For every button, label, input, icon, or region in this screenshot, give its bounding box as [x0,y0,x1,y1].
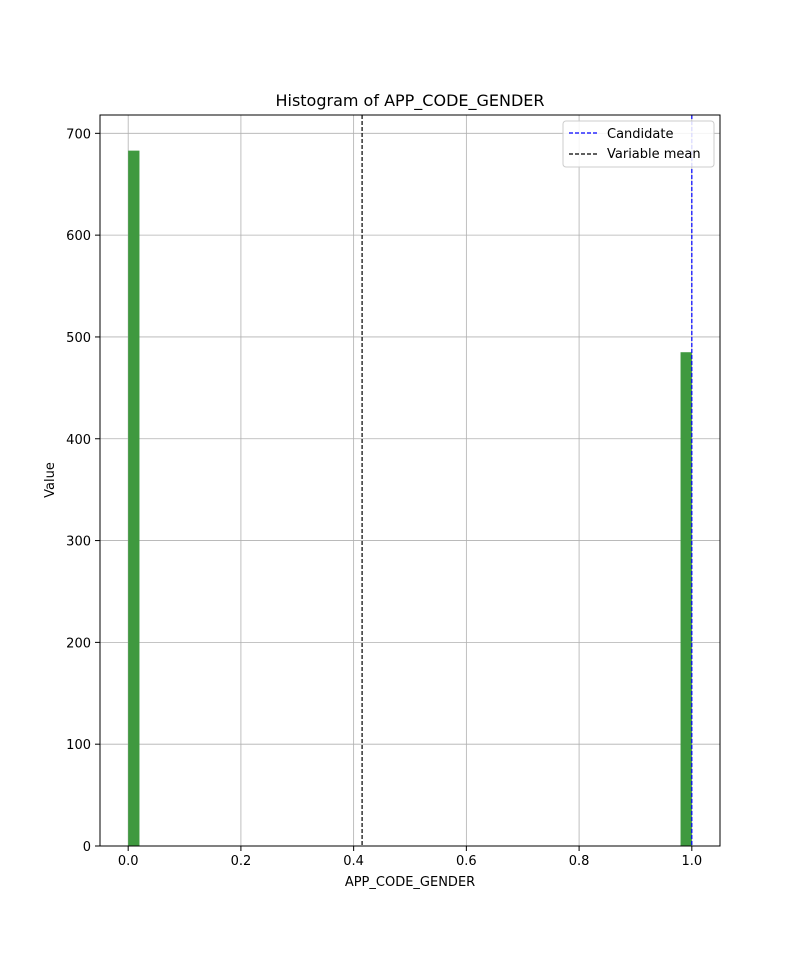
y-tick-label-7: 700 [66,127,91,142]
reference-line-layer [361,115,693,846]
y-tick-label-2: 200 [66,636,91,651]
legend-mean-label: Variable mean [607,147,701,162]
y-tick-label-5: 500 [66,331,91,346]
x-tick-label-3: 0.6 [456,854,477,869]
y-tick-label-6: 600 [66,229,91,244]
y-tick-label-1: 100 [66,738,91,753]
histogram-bar-0 [128,150,140,847]
legend-candidate-label: Candidate [607,127,673,142]
legend: Candidate Variable mean [562,120,715,168]
x-tick-label-4: 0.8 [569,854,590,869]
x-tick-label-2: 0.4 [343,854,364,869]
x-tick-label-5: 1.0 [681,854,702,869]
y-tick-label-0: 0 [83,840,91,855]
bar-layer [128,150,692,847]
grid-layer [100,115,720,847]
x-axis-label: APP_CODE_GENDER [345,875,475,890]
histogram-bar-1 [680,352,692,846]
legend-box [562,120,715,168]
x-tick-label-1: 0.2 [231,854,252,869]
x-tick-label-0: 0.0 [118,854,139,869]
tick-layer: 0.0 0.2 0.4 0.6 0.8 1.0 0 100 200 300 400 500 600 700 [66,127,702,869]
plot-frame [99,114,721,847]
y-tick-label-3: 300 [66,535,91,550]
y-tick-label-4: 400 [66,433,91,448]
chart-title: Histogram of APP_CODE_GENDER [275,91,544,111]
y-axis-label: Value [43,462,58,498]
